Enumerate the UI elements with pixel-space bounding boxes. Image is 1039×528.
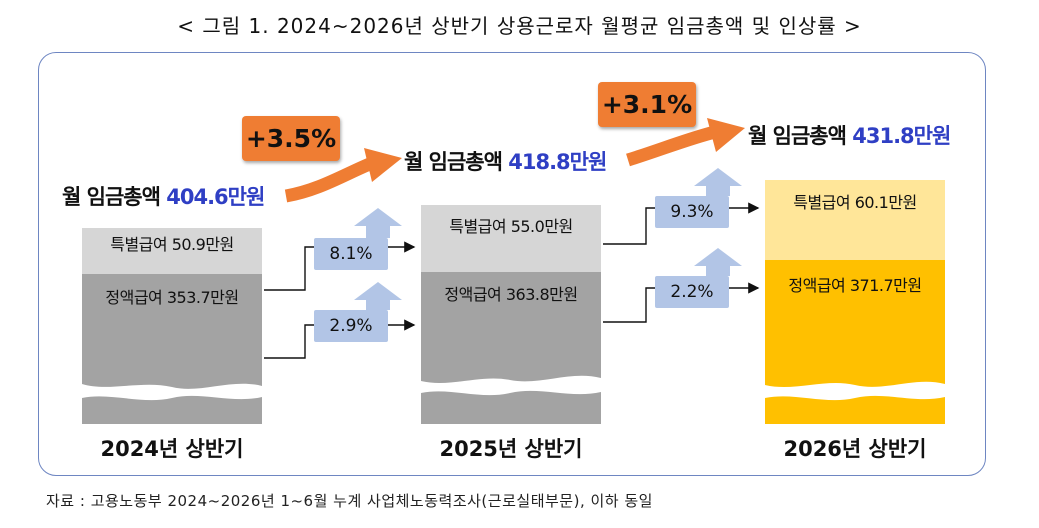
special-pay-label-2025: 특별급여 55.0만원 (449, 217, 573, 236)
curved-arrow-icon (626, 125, 717, 167)
up-arrow-icon (354, 208, 402, 238)
bar-2024-special-segment (82, 228, 262, 274)
period-label-2024: 2024년 상반기 (100, 437, 244, 461)
bar-2026-regular-segment (765, 260, 945, 388)
bar-2024-regular-segment (82, 274, 262, 389)
curved-arrow-head-icon (707, 118, 745, 152)
curved-arrow-icon (284, 156, 375, 203)
total-wage-2024: 월 임금총액 404.6만원 (62, 181, 265, 211)
regular-growth-rate-2025: 2.9% (314, 310, 388, 342)
special-pay-label-2026: 특별급여 60.1만원 (793, 193, 917, 212)
diagram-panel (38, 52, 986, 476)
bar-2024 (82, 228, 262, 424)
total-wage-label: 월 임금총액 (748, 124, 847, 148)
bar-2026-base (765, 395, 945, 424)
bar-2025-base (421, 390, 601, 424)
bar-2025-special-segment (421, 205, 601, 272)
total-wage-label: 월 임금총액 (62, 185, 161, 209)
regular-pay-label-2024: 정액급여 353.7만원 (105, 288, 239, 307)
up-arrow-icon (694, 248, 742, 276)
source-note: 자료 : 고용노동부 2024~2026년 1~6월 누계 사업체노동력조사(근… (46, 492, 653, 510)
bar-2025-regular-segment (421, 272, 601, 384)
total-wage-amount: 431.8만원 (852, 124, 951, 148)
special-pay-label-2024: 특별급여 50.9만원 (110, 235, 234, 254)
bar-2026 (765, 180, 945, 424)
regular-pay-label-2025: 정액급여 363.8만원 (444, 285, 578, 304)
up-arrow-icon (694, 168, 742, 196)
total-growth-badge-2025: +3.5% (242, 116, 340, 161)
special-growth-rate-2025: 8.1% (314, 238, 388, 270)
regular-growth-rate-2026: 2.2% (655, 276, 729, 308)
special-growth-rate-2026: 9.3% (655, 196, 729, 228)
bar-2025 (421, 205, 601, 424)
bar-2024-base (82, 395, 262, 424)
total-wage-2026: 월 임금총액 431.8만원 (748, 120, 951, 150)
period-label-2026: 2026년 상반기 (783, 437, 927, 461)
figure-title: < 그림 1. 2024~2026년 상반기 상용근로자 월평균 임금총액 및 … (177, 14, 862, 38)
total-wage-2025: 월 임금총액 418.8만원 (404, 146, 607, 176)
total-wage-amount: 418.8만원 (508, 150, 607, 174)
total-growth-badge-2026: +3.1% (598, 82, 696, 127)
period-label-2025: 2025년 상반기 (439, 437, 583, 461)
bar-2026-special-segment (765, 180, 945, 260)
curved-arrow-head-icon (364, 148, 402, 182)
total-wage-amount: 404.6만원 (166, 185, 265, 209)
regular-pay-label-2026: 정액급여 371.7만원 (788, 276, 922, 295)
total-wage-label: 월 임금총액 (404, 150, 503, 174)
up-arrow-icon (354, 282, 402, 310)
